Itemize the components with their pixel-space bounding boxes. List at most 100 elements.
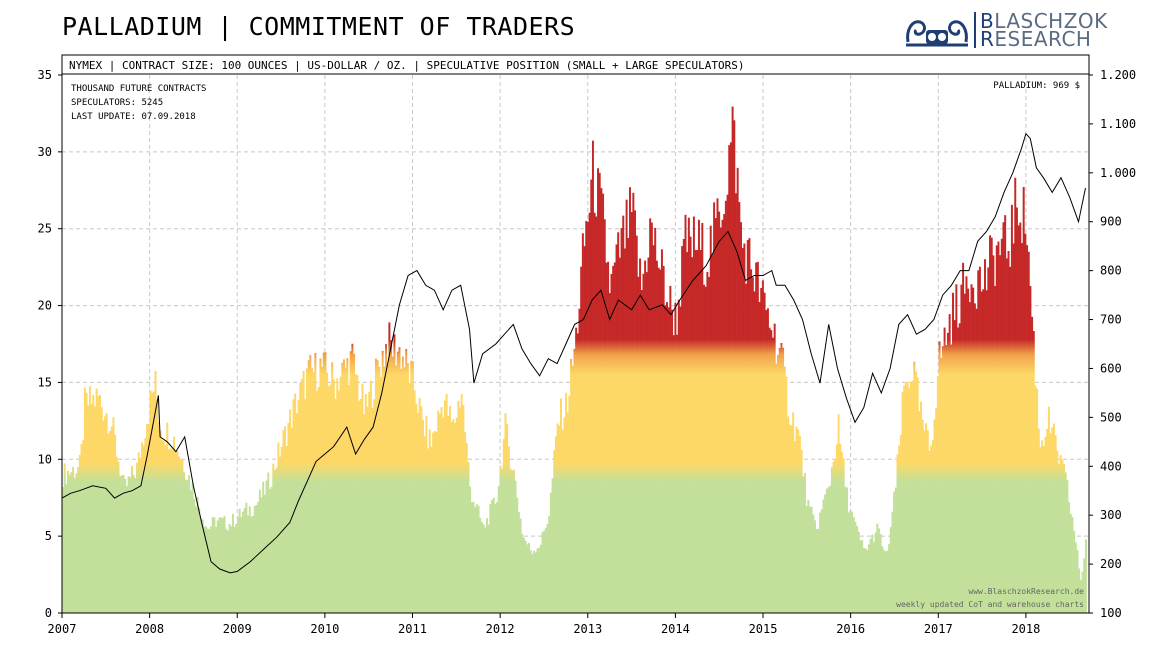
position-bar xyxy=(125,486,128,613)
position-bar xyxy=(178,456,181,613)
position-bar xyxy=(509,468,512,613)
position-bar xyxy=(874,532,877,613)
position-bar xyxy=(183,472,186,613)
position-bar xyxy=(684,214,687,613)
x-tick-label: 2018 xyxy=(1011,622,1040,636)
position-bar xyxy=(526,544,529,613)
position-bar xyxy=(152,391,155,613)
position-bar xyxy=(432,432,435,613)
position-bar xyxy=(913,361,916,613)
position-bar xyxy=(499,465,502,613)
position-bar xyxy=(903,385,906,613)
position-bar xyxy=(1076,549,1079,613)
position-bar xyxy=(144,438,147,613)
position-bar xyxy=(936,376,939,613)
position-bar xyxy=(963,293,966,613)
position-bar xyxy=(844,486,847,613)
position-bar xyxy=(893,491,896,613)
position-bar xyxy=(442,417,445,613)
y-left-tick-label: 30 xyxy=(38,145,52,159)
position-bar xyxy=(83,387,86,613)
position-bar xyxy=(70,472,73,613)
position-bar xyxy=(95,388,98,613)
position-bar xyxy=(139,457,142,613)
position-bar xyxy=(741,247,744,613)
lions-emblem-icon xyxy=(906,20,968,47)
position-bar xyxy=(940,358,943,613)
position-bar xyxy=(635,235,638,613)
position-bar xyxy=(777,355,780,613)
position-bar xyxy=(206,528,209,613)
position-bar xyxy=(729,142,732,614)
position-bar xyxy=(220,517,223,613)
position-bar xyxy=(371,407,374,613)
position-bar xyxy=(898,445,901,613)
position-bar xyxy=(425,415,428,613)
position-bar xyxy=(348,385,350,613)
position-bar xyxy=(136,462,139,613)
position-bar xyxy=(485,518,488,613)
position-bar xyxy=(169,448,172,613)
position-bar xyxy=(99,395,101,613)
position-bar xyxy=(765,310,768,613)
position-bar xyxy=(184,479,187,613)
position-bar xyxy=(871,534,874,613)
position-bar xyxy=(946,332,949,613)
chart-title: PALLADIUM | COMMITMENT OF TRADERS xyxy=(62,12,576,41)
position-bar xyxy=(1027,251,1030,614)
position-bar xyxy=(289,409,292,613)
position-bar xyxy=(1051,427,1054,613)
position-bar xyxy=(541,531,544,613)
position-bar xyxy=(119,476,122,613)
position-bar xyxy=(1012,243,1015,614)
position-bar xyxy=(62,487,64,613)
position-bar xyxy=(618,257,621,613)
y-right-tick-label: 300 xyxy=(1100,508,1122,522)
position-bar xyxy=(861,540,864,613)
position-bar xyxy=(926,430,929,613)
position-bar xyxy=(408,383,411,613)
position-bar xyxy=(179,459,182,613)
position-bar xyxy=(1049,433,1052,613)
position-bar xyxy=(736,167,739,613)
position-bar xyxy=(1041,440,1044,613)
position-bar xyxy=(565,392,568,613)
position-bar xyxy=(655,260,658,613)
position-bar xyxy=(479,517,482,613)
position-bar xyxy=(411,361,414,613)
position-bar xyxy=(788,424,791,613)
plot-frame xyxy=(61,54,1090,614)
position-bar xyxy=(748,238,751,613)
position-bar xyxy=(930,445,933,613)
position-bar xyxy=(1074,542,1077,613)
position-bar xyxy=(952,292,954,613)
position-bar xyxy=(363,414,366,613)
position-bar xyxy=(950,344,953,613)
position-bar xyxy=(124,479,127,613)
position-bar xyxy=(613,262,616,613)
position-bar xyxy=(85,392,88,613)
position-bar xyxy=(622,215,625,613)
y-right-tick-label: 1.200 xyxy=(1100,68,1136,82)
position-bar xyxy=(205,526,207,613)
position-bar xyxy=(142,445,145,613)
position-bar xyxy=(469,486,472,613)
position-bar xyxy=(938,341,941,613)
position-bar xyxy=(374,358,377,613)
position-bar xyxy=(672,335,675,613)
position-bar xyxy=(708,277,711,613)
position-bar xyxy=(669,285,672,613)
position-bar xyxy=(697,219,700,614)
position-bar xyxy=(829,485,832,613)
position-bar xyxy=(1068,502,1071,613)
position-bar xyxy=(696,250,699,613)
position-bar xyxy=(188,474,191,613)
position-bar xyxy=(881,546,884,613)
position-bar xyxy=(194,506,197,613)
position-bar xyxy=(107,433,110,613)
position-bar xyxy=(1002,222,1005,614)
position-bar xyxy=(694,249,697,613)
position-bar xyxy=(1024,233,1027,613)
position-bar xyxy=(395,365,398,613)
position-bar xyxy=(198,507,201,613)
